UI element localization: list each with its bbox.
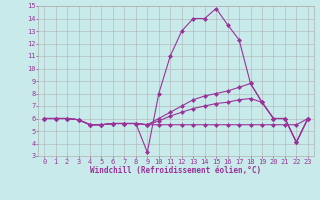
X-axis label: Windchill (Refroidissement éolien,°C): Windchill (Refroidissement éolien,°C) [91, 166, 261, 175]
